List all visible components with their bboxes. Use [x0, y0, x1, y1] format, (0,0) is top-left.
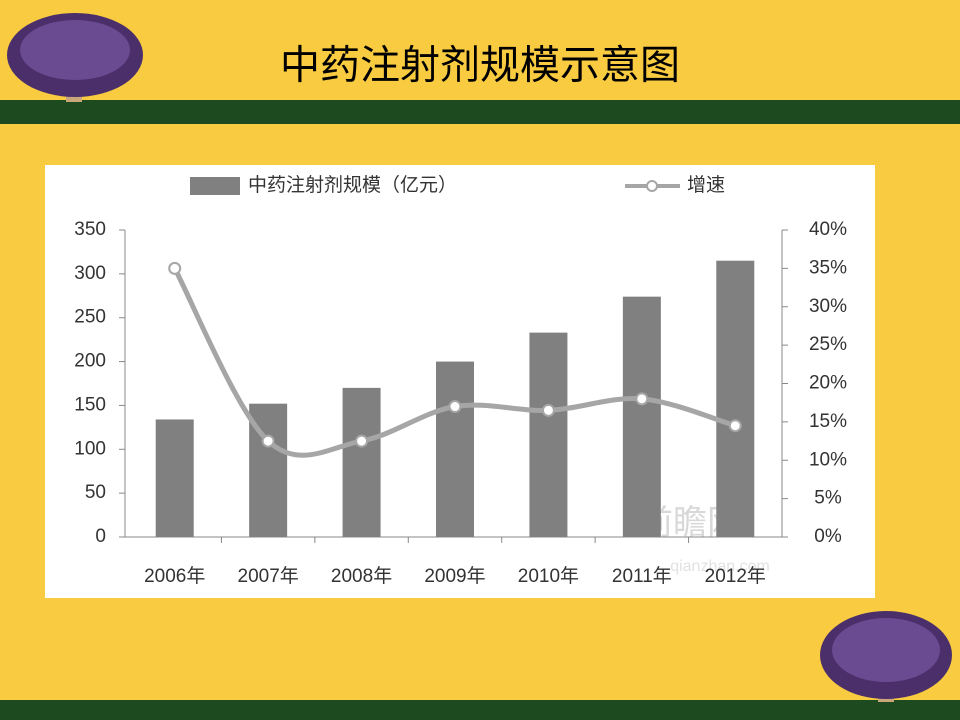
x-tick-label: 2007年	[238, 565, 299, 587]
x-tick-label: 2011年	[612, 565, 672, 587]
line-marker	[168, 261, 182, 275]
y2-tick-label: 5%	[814, 488, 842, 509]
legend-swatch	[646, 180, 658, 192]
y-tick-label: 200	[74, 351, 106, 372]
line-marker	[541, 403, 555, 417]
bar	[436, 361, 474, 537]
y-tick-label: 150	[74, 394, 106, 415]
y-tick-label: 300	[74, 263, 106, 284]
bar	[342, 387, 381, 537]
header-band	[0, 100, 960, 124]
y-tick-label: 50	[85, 482, 106, 503]
x-tick-label: 2009年	[424, 565, 485, 587]
line-marker	[635, 392, 649, 406]
y-tick-label: 0	[95, 526, 106, 547]
bar	[622, 296, 661, 537]
legend-label: 中药注射剂规模（亿元）	[248, 174, 457, 196]
line-marker	[261, 434, 275, 448]
bar	[529, 332, 568, 537]
y-tick-label: 250	[74, 307, 106, 328]
x-tick-label: 2012年	[705, 565, 766, 587]
slide-title: 中药注射剂规模示意图	[280, 44, 680, 88]
y-tick-label: 350	[74, 219, 106, 240]
x-tick-label: 2010年	[518, 565, 579, 587]
line-marker	[355, 434, 369, 448]
y2-tick-label: 25%	[809, 334, 847, 355]
legend-swatch	[190, 177, 240, 195]
watermark: qianzhan.com	[670, 558, 770, 575]
y-tick-label: 100	[74, 438, 106, 459]
mushroom-decoration	[7, 13, 143, 102]
line-marker	[448, 400, 462, 414]
bar	[155, 419, 194, 537]
mushroom-decoration	[820, 611, 952, 702]
x-tick-label: 2006年	[144, 565, 205, 587]
bar	[716, 260, 755, 537]
x-tick-label: 2008年	[331, 565, 392, 587]
footer-band	[0, 700, 960, 720]
legend-label: 增速	[687, 174, 725, 196]
y2-tick-label: 35%	[809, 257, 847, 278]
y2-tick-label: 40%	[809, 219, 847, 240]
line-marker	[728, 419, 742, 433]
y2-tick-label: 10%	[809, 449, 847, 470]
y2-tick-label: 30%	[809, 296, 847, 317]
y2-tick-label: 20%	[809, 373, 847, 394]
y2-tick-label: 0%	[814, 526, 842, 547]
y2-tick-label: 15%	[809, 411, 847, 432]
